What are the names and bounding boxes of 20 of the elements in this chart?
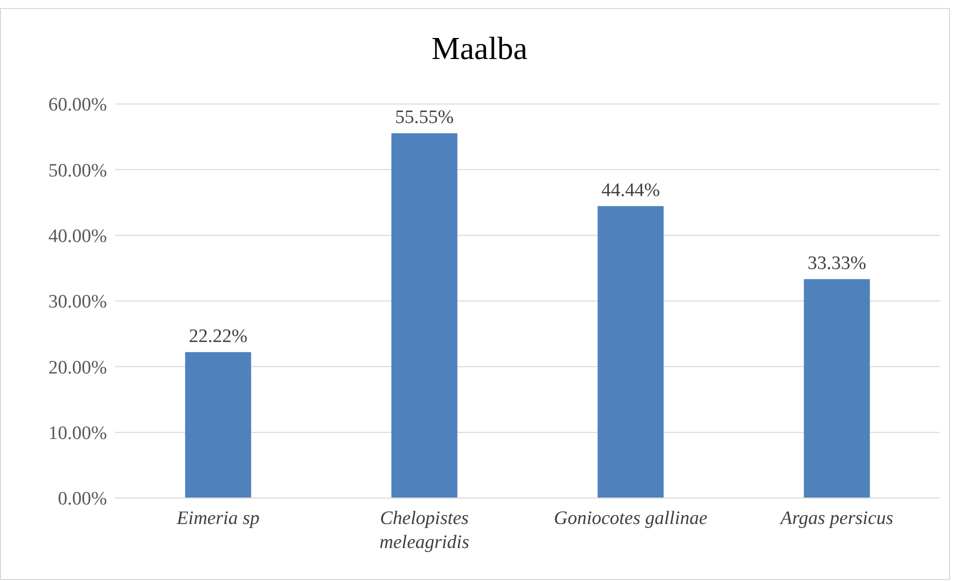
y-tick-label: 60.00% [48, 94, 108, 116]
bar [391, 133, 458, 498]
bar [804, 279, 870, 498]
x-tick-label: Eimeria sp [176, 508, 260, 529]
y-tick-label: 20.00% [48, 357, 108, 378]
chart-title: Maalba [430, 30, 528, 67]
x-tick-label: Chelopistes meleagridis [380, 508, 470, 553]
x-tick-label: Goniocotes gallinae [554, 508, 708, 529]
data-label: 22.22% [188, 326, 248, 348]
bar [185, 352, 252, 498]
y-tick-label: 10.00% [48, 423, 108, 444]
data-label: 44.44% [601, 180, 660, 202]
bar [598, 206, 664, 498]
data-label: 33.33% [808, 253, 866, 274]
y-tick-label: 50.00% [48, 160, 108, 182]
x-tick-label: Argas persicus [778, 508, 894, 529]
data-label: 55.55% [395, 107, 454, 128]
y-tick-label: 40.00% [48, 226, 108, 248]
y-tick-label: 0.00% [58, 488, 108, 510]
y-tick-label: 30.00% [48, 292, 108, 313]
